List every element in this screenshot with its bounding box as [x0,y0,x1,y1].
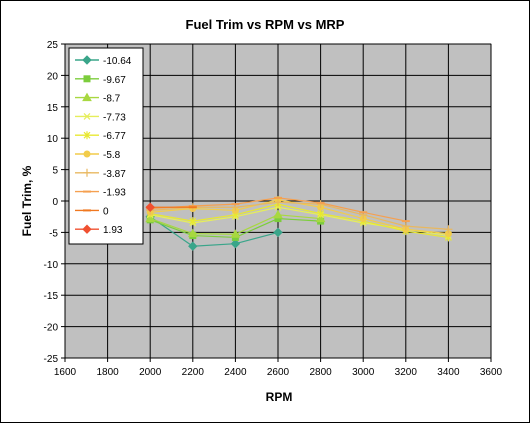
legend-label: -9.67 [103,75,126,86]
x-tick-label: 3000 [352,367,375,378]
legend-entry: -10.64 [75,55,132,67]
legend-label: 1.93 [103,225,123,236]
legend-label: -1.93 [103,188,126,199]
series-line [150,203,449,239]
data-point [145,213,156,223]
legend-label: -5.8 [103,150,121,161]
y-tick-label: 20 [47,71,59,82]
legend-entry: 1.93 [75,224,123,236]
y-tick-label: 10 [47,134,59,145]
data-point [316,200,325,209]
x-axis-label: RPM [266,390,293,404]
legend-marker [82,92,92,102]
legend-marker [83,75,91,83]
legend: -10.64 -9.67 -8.7 -7.73 -6.77 -5.8 -3.87 -1.93 0… [68,47,144,245]
series-line [150,201,449,230]
y-axis-label: Fuel Trim, % [20,165,34,236]
data-point [189,217,197,226]
data-point [145,202,155,212]
data-point [273,209,283,219]
legend-marker [83,131,91,140]
legend-entry: -1.93 [75,188,126,199]
y-tick-label: 0 [52,197,58,208]
legend-label: -6.77 [103,131,126,142]
data-point [274,198,282,207]
y-tick-label: 25 [47,40,59,51]
data-point [273,227,283,238]
x-tick-label: 1600 [54,367,77,378]
legend-label: -8.7 [103,94,121,105]
series-10 [145,202,155,212]
data-point [230,238,241,249]
legend-entry: -6.77 [75,131,126,142]
data-point [444,225,453,234]
y-tick-label: -25 [44,354,59,365]
data-point [317,209,325,218]
legend-marker [82,55,92,65]
legend-entry: -9.67 [75,75,126,86]
x-tick-label: 2400 [224,367,247,378]
legend-entry: -8.7 [75,92,121,105]
x-tick-label: 3600 [480,367,503,378]
x-tick-label: 2600 [267,367,290,378]
legend-label: -3.87 [103,169,126,180]
legend-marker [82,224,92,234]
axes: -25 -20 -15 -10 -5 0 5 10 15 20 25 1600 1800 2000 2200… [44,40,503,378]
legend-label: -10.64 [103,56,132,67]
x-tick-label: 2800 [309,367,332,378]
series-line [150,206,449,237]
legend-marker [83,112,91,120]
legend-box [68,47,144,245]
legend-marker [83,168,91,177]
x-tick-label: 2000 [139,367,162,378]
legend-entry: 0 [75,206,109,217]
y-tick-label: -10 [44,260,59,271]
chart-title: Fuel Trim vs RPM vs MRP [186,17,345,32]
legend-entry: -3.87 [75,168,126,180]
y-tick-label: -5 [49,228,58,239]
y-tick-label: -20 [44,323,59,334]
x-tick-label: 3400 [437,367,460,378]
y-tick-label: 15 [47,103,59,114]
x-tick-label: 2200 [182,367,205,378]
legend-entry: -5.8 [75,150,121,161]
legend-label: 0 [103,206,109,217]
series-line [149,216,279,247]
data-point [315,213,326,223]
legend-entry: -7.73 [75,112,126,123]
legend-label: -7.73 [103,112,126,123]
x-tick-label: 3200 [395,367,418,378]
series-7 [146,198,453,234]
data-point [230,229,241,238]
series-layer [145,196,453,251]
y-tick-label: 5 [52,166,58,177]
y-tick-label: -15 [44,291,59,302]
data-point [187,228,198,238]
data-point [188,241,198,251]
x-tick-label: 1800 [96,367,119,378]
legend-marker [83,150,91,158]
data-point [401,222,410,231]
series-3 [145,209,326,238]
